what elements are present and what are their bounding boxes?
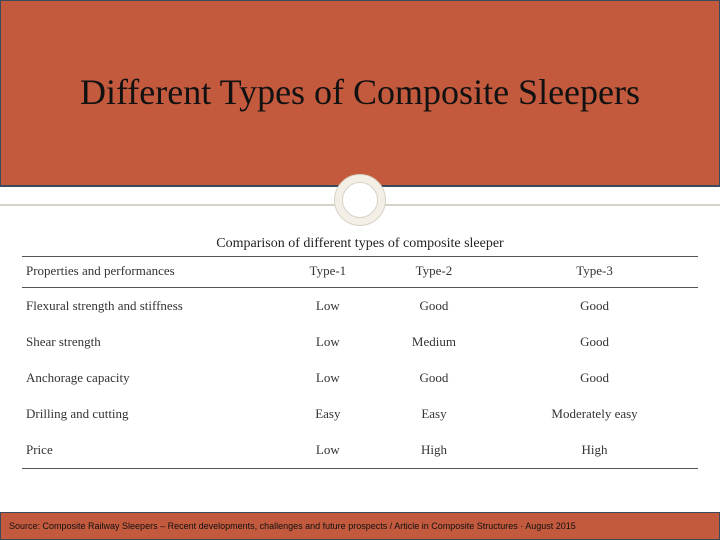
cell: Shear strength <box>22 324 279 360</box>
col-header: Type-3 <box>491 257 698 288</box>
cell: Good <box>491 360 698 396</box>
cell: Low <box>279 432 377 469</box>
cell: Good <box>377 288 491 325</box>
header-band: Different Types of Composite Sleepers <box>0 0 720 186</box>
cell: Low <box>279 360 377 396</box>
table-row: Drilling and cutting Easy Easy Moderatel… <box>22 396 698 432</box>
cell: Low <box>279 324 377 360</box>
table-header-row: Properties and performances Type-1 Type-… <box>22 257 698 288</box>
table-row: Anchorage capacity Low Good Good <box>22 360 698 396</box>
cell: Medium <box>377 324 491 360</box>
col-header: Type-2 <box>377 257 491 288</box>
cell: Low <box>279 288 377 325</box>
ring-ornament <box>334 174 386 226</box>
col-header: Properties and performances <box>22 257 279 288</box>
cell: Drilling and cutting <box>22 396 279 432</box>
table-caption: Comparison of different types of composi… <box>22 236 698 252</box>
cell: High <box>377 432 491 469</box>
source-text: Source: Composite Railway Sleepers – Rec… <box>9 521 576 531</box>
comparison-table: Properties and performances Type-1 Type-… <box>22 256 698 469</box>
cell: Easy <box>377 396 491 432</box>
cell: High <box>491 432 698 469</box>
table-area: Comparison of different types of composi… <box>0 206 720 469</box>
cell: Good <box>491 288 698 325</box>
footer-band: Source: Composite Railway Sleepers – Rec… <box>0 512 720 540</box>
table-row: Shear strength Low Medium Good <box>22 324 698 360</box>
cell: Flexural strength and stiffness <box>22 288 279 325</box>
cell: Anchorage capacity <box>22 360 279 396</box>
cell: Price <box>22 432 279 469</box>
cell: Moderately easy <box>491 396 698 432</box>
cell: Good <box>491 324 698 360</box>
table-row: Price Low High High <box>22 432 698 469</box>
col-header: Type-1 <box>279 257 377 288</box>
cell: Easy <box>279 396 377 432</box>
table-row: Flexural strength and stiffness Low Good… <box>22 288 698 325</box>
cell: Good <box>377 360 491 396</box>
page-title: Different Types of Composite Sleepers <box>80 72 640 113</box>
